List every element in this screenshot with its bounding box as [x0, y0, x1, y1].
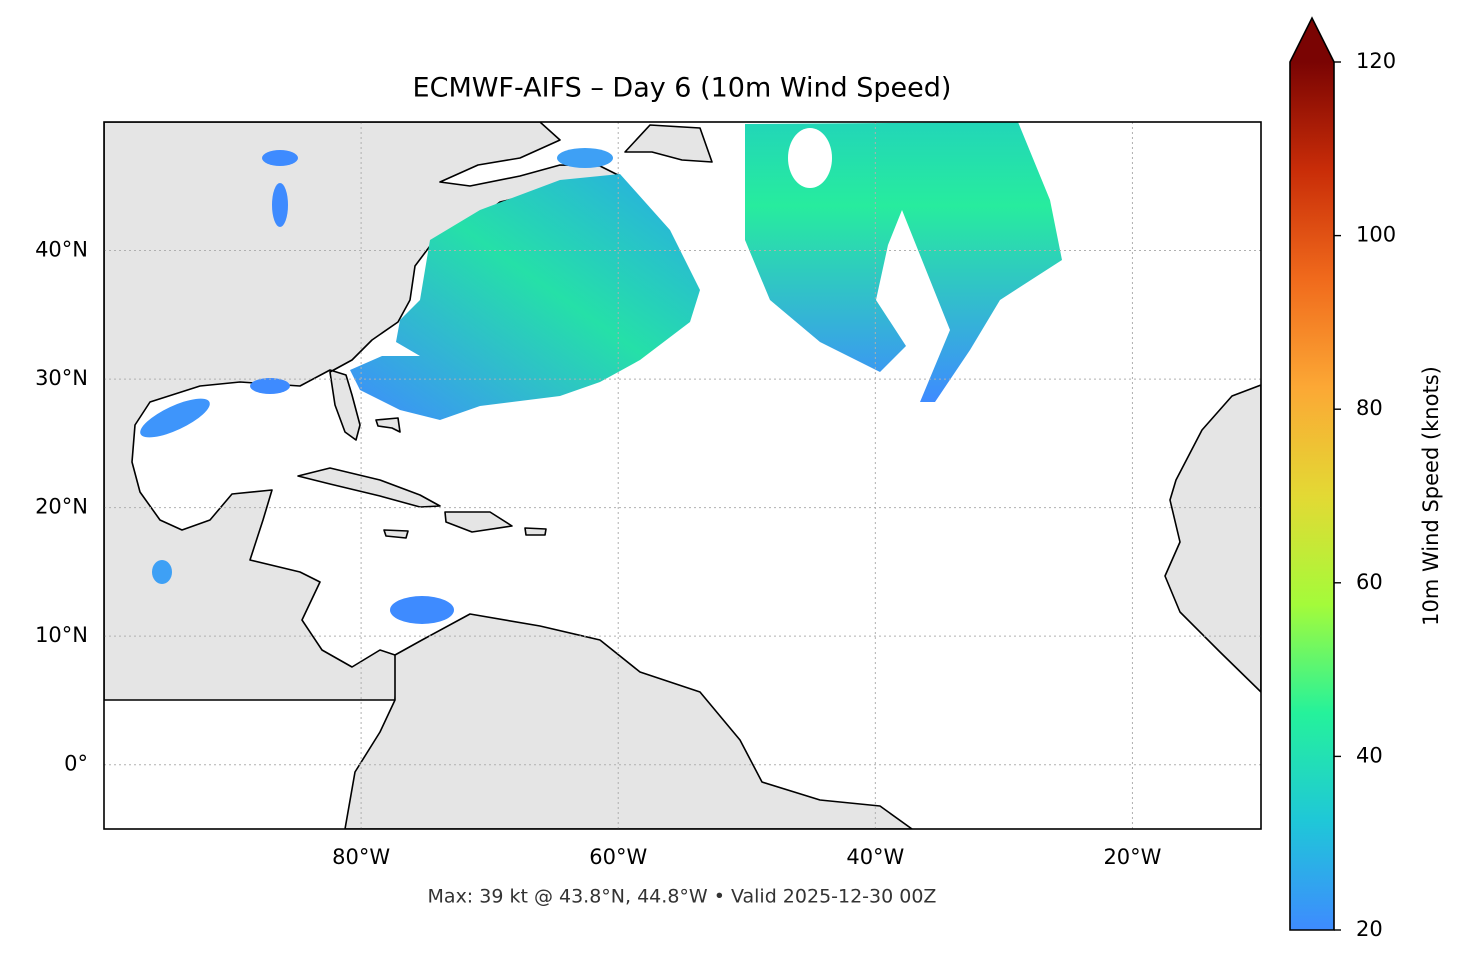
- x-tick-label: 60°W: [589, 845, 647, 869]
- colorbar-tick-label: 40: [1356, 743, 1383, 767]
- cuba: [297, 467, 441, 508]
- newfoundland: [624, 124, 713, 163]
- wind-field: [152, 560, 172, 584]
- hispaniola: [444, 511, 513, 533]
- y-tick-label: 40°N: [35, 238, 88, 262]
- wind-field: [140, 398, 210, 438]
- puerto-rico: [524, 527, 547, 536]
- south-america: [344, 613, 913, 829]
- x-tick-label: 40°W: [846, 845, 904, 869]
- bahamas: [375, 417, 401, 433]
- y-tick-label: 30°N: [35, 366, 88, 390]
- colorbar-fill: [1290, 62, 1334, 930]
- colorbar-label: 10m Wind Speed (knots): [1419, 366, 1443, 626]
- x-tick-label: 80°W: [332, 845, 390, 869]
- wind-field: [272, 183, 288, 227]
- colorbar-tick-label: 80: [1356, 396, 1383, 420]
- jamaica: [383, 529, 409, 539]
- wind-field: [745, 122, 1062, 402]
- wind-gap: [788, 128, 832, 188]
- colorbar: 20 40 60 80 100 120 10m Wind Speed (knots): [1289, 16, 1443, 941]
- y-tick-label: 20°N: [35, 495, 88, 519]
- colorbar-outline: [1289, 16, 1335, 931]
- map-layers: [104, 122, 1261, 829]
- colorbar-tick-label: 20: [1356, 917, 1383, 941]
- colorbar-tick-label: 120: [1356, 49, 1396, 73]
- y-tick-label: 10°N: [35, 623, 88, 647]
- wind-field: [350, 174, 700, 420]
- title: ECMWF-AIFS – Day 6 (10m Wind Speed): [413, 73, 952, 104]
- colorbar-extend: [1290, 18, 1334, 62]
- wind-field: [390, 596, 454, 624]
- y-tick-label: 0°: [64, 752, 88, 776]
- wind-field: [250, 378, 290, 394]
- map-frame: [103, 121, 1262, 830]
- footer: Max: 39 kt @ 43.8°N, 44.8°W • Valid 2025…: [428, 886, 937, 908]
- colorbar-tick-label: 100: [1356, 223, 1396, 247]
- wind-field: [262, 150, 298, 166]
- africa: [1164, 384, 1261, 693]
- colorbar-tick-label: 60: [1356, 570, 1383, 594]
- x-tick-label: 20°W: [1103, 845, 1161, 869]
- grid: 80°W 60°W 40°W 20°W 0° 10°N 20°N 30°N 40°N: [35, 122, 1261, 869]
- wind-field: [557, 148, 613, 168]
